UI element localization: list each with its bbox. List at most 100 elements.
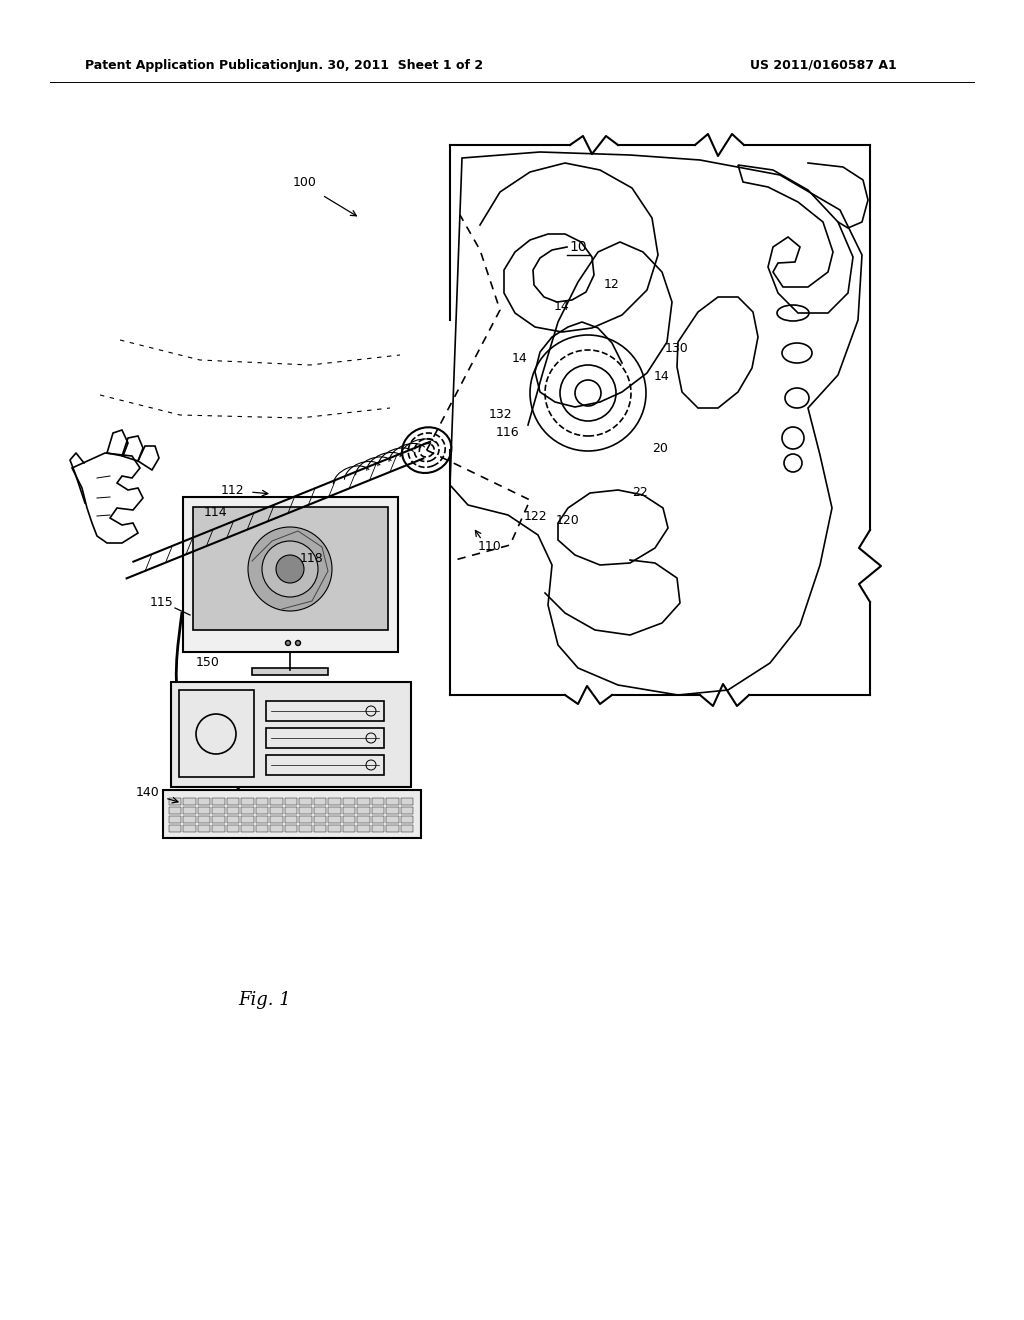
Text: 116: 116 xyxy=(496,426,519,440)
Text: US 2011/0160587 A1: US 2011/0160587 A1 xyxy=(750,58,897,71)
Text: 110: 110 xyxy=(478,540,502,553)
Bar xyxy=(227,807,240,814)
Bar xyxy=(256,807,268,814)
Text: 150: 150 xyxy=(196,656,220,669)
Text: 132: 132 xyxy=(488,408,512,421)
Bar xyxy=(171,682,411,787)
Bar xyxy=(372,799,384,805)
Text: Patent Application Publication: Patent Application Publication xyxy=(85,58,297,71)
Bar xyxy=(169,816,181,822)
Bar xyxy=(256,816,268,822)
Bar xyxy=(386,807,398,814)
Bar xyxy=(198,825,210,832)
Bar xyxy=(256,825,268,832)
Bar xyxy=(357,816,370,822)
Bar xyxy=(299,825,311,832)
Bar xyxy=(343,807,355,814)
Text: 115: 115 xyxy=(151,597,174,610)
Bar xyxy=(163,789,421,838)
Bar xyxy=(285,825,297,832)
Bar xyxy=(328,807,341,814)
Bar xyxy=(299,816,311,822)
Bar xyxy=(242,807,254,814)
Bar xyxy=(179,690,254,777)
Bar xyxy=(169,825,181,832)
Text: Fig. 1: Fig. 1 xyxy=(239,991,292,1008)
Bar xyxy=(285,816,297,822)
Bar xyxy=(313,799,327,805)
Bar xyxy=(313,816,327,822)
Bar xyxy=(270,807,283,814)
Bar xyxy=(299,807,311,814)
Bar xyxy=(212,825,225,832)
Bar xyxy=(193,507,388,630)
Bar xyxy=(183,825,196,832)
Bar xyxy=(400,799,413,805)
Bar xyxy=(212,816,225,822)
Text: 10: 10 xyxy=(569,240,587,253)
Bar xyxy=(198,807,210,814)
Text: 118: 118 xyxy=(300,552,324,565)
Bar xyxy=(357,807,370,814)
Bar xyxy=(372,816,384,822)
Bar xyxy=(242,799,254,805)
Bar xyxy=(227,816,240,822)
Circle shape xyxy=(248,527,332,611)
Bar xyxy=(270,825,283,832)
Bar xyxy=(386,816,398,822)
Bar xyxy=(252,668,328,675)
Bar xyxy=(270,816,283,822)
Text: 14: 14 xyxy=(654,371,670,384)
Circle shape xyxy=(286,640,291,645)
Bar xyxy=(198,799,210,805)
Text: 14: 14 xyxy=(512,351,528,364)
Bar xyxy=(242,816,254,822)
Bar xyxy=(328,799,341,805)
Text: 12: 12 xyxy=(604,277,620,290)
Bar xyxy=(386,825,398,832)
Bar xyxy=(266,755,384,775)
Text: 100: 100 xyxy=(293,177,317,190)
Bar xyxy=(400,816,413,822)
Bar xyxy=(386,799,398,805)
Bar xyxy=(343,799,355,805)
Text: 140: 140 xyxy=(136,787,160,800)
Text: 22: 22 xyxy=(632,486,648,499)
Bar xyxy=(357,799,370,805)
Bar xyxy=(212,807,225,814)
Bar xyxy=(285,807,297,814)
Bar xyxy=(169,807,181,814)
Bar xyxy=(400,825,413,832)
Bar xyxy=(256,799,268,805)
Bar xyxy=(212,799,225,805)
Bar xyxy=(183,799,196,805)
Bar xyxy=(198,816,210,822)
Text: 120: 120 xyxy=(556,513,580,527)
Text: 122: 122 xyxy=(523,510,547,523)
Bar xyxy=(357,825,370,832)
Bar xyxy=(266,729,384,748)
Text: 20: 20 xyxy=(652,441,668,454)
Bar xyxy=(285,799,297,805)
Text: Jun. 30, 2011  Sheet 1 of 2: Jun. 30, 2011 Sheet 1 of 2 xyxy=(296,58,483,71)
Bar xyxy=(183,807,196,814)
Bar xyxy=(227,799,240,805)
Bar xyxy=(299,799,311,805)
Text: 14: 14 xyxy=(554,300,570,313)
Bar xyxy=(328,825,341,832)
Bar xyxy=(266,701,384,721)
Bar xyxy=(328,816,341,822)
Bar xyxy=(227,825,240,832)
Bar xyxy=(270,799,283,805)
Text: 130: 130 xyxy=(666,342,689,355)
Bar xyxy=(169,799,181,805)
Bar xyxy=(242,825,254,832)
Bar xyxy=(372,807,384,814)
Bar xyxy=(183,816,196,822)
Bar xyxy=(313,825,327,832)
Text: 114: 114 xyxy=(203,506,226,519)
Bar xyxy=(343,816,355,822)
Circle shape xyxy=(262,541,318,597)
Circle shape xyxy=(296,640,300,645)
Bar xyxy=(372,825,384,832)
